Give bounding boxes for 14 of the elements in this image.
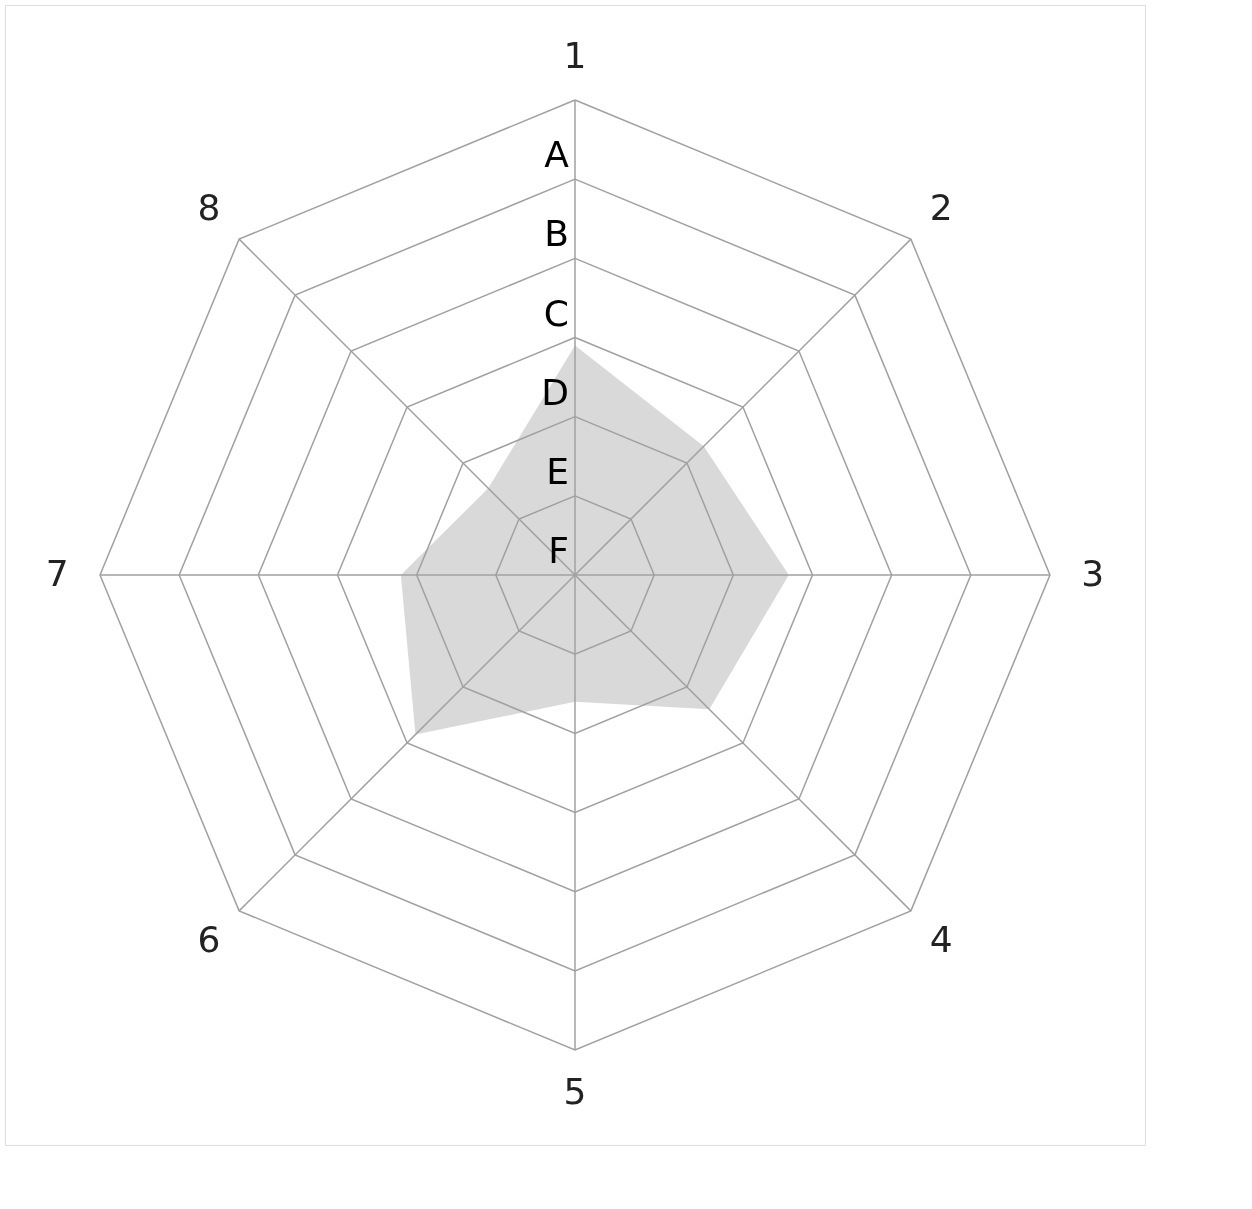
y-tick-label: D	[541, 371, 569, 413]
spoke-label: 8	[197, 186, 221, 228]
spoke-label: 3	[1081, 553, 1105, 594]
spoke-label: 5	[563, 1070, 587, 1112]
spoke-label: 4	[929, 919, 953, 961]
y-tick-label: C	[543, 292, 569, 334]
y-tick-label: B	[544, 213, 569, 255]
spoke-label: 2	[929, 186, 953, 228]
y-tick-label: A	[544, 134, 570, 176]
spoke-label: 7	[45, 553, 69, 594]
y-tick-label: F	[548, 530, 569, 571]
spoke-label: 6	[197, 919, 221, 961]
y-tick-label: E	[546, 450, 569, 492]
spoke-label: 1	[563, 35, 587, 77]
